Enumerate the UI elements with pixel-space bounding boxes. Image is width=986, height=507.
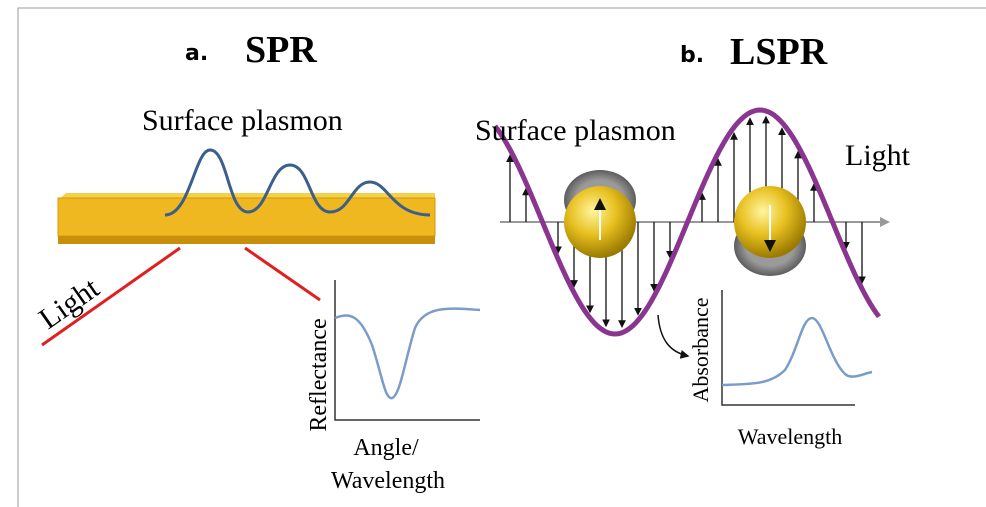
- x-axis-label: Wavelength: [331, 468, 445, 494]
- frame: [17, 7, 986, 507]
- light-in: [41, 246, 181, 347]
- field-axis-arrow: [880, 217, 890, 227]
- gold-slab: [57, 193, 436, 244]
- pointer-arrow: [657, 314, 690, 359]
- wave-label: Surface plasmon: [475, 114, 676, 147]
- wave-label: Surface plasmon: [142, 104, 343, 137]
- plot-axes: [721, 290, 855, 406]
- light-out: [244, 246, 321, 302]
- panel-label: b.: [680, 43, 704, 68]
- y-axis-label: Absorbance: [688, 297, 713, 402]
- light-label: Light: [845, 139, 911, 172]
- nanoparticle: [734, 186, 806, 276]
- x-axis-label: Angle/: [353, 435, 419, 461]
- plot-axes: [334, 280, 480, 421]
- panel-title: LSPR: [730, 31, 828, 73]
- reflectance-curve: [334, 307, 481, 400]
- surface-wave: [164, 148, 431, 217]
- panel-title: SPR: [245, 29, 317, 71]
- nanoparticle: [564, 170, 636, 258]
- light-wave: [493, 107, 882, 337]
- y-axis-label: Reflectance: [306, 318, 332, 431]
- x-axis-label: Wavelength: [738, 424, 843, 449]
- panel-label: a.: [185, 41, 208, 66]
- absorbance-curve: [721, 316, 873, 387]
